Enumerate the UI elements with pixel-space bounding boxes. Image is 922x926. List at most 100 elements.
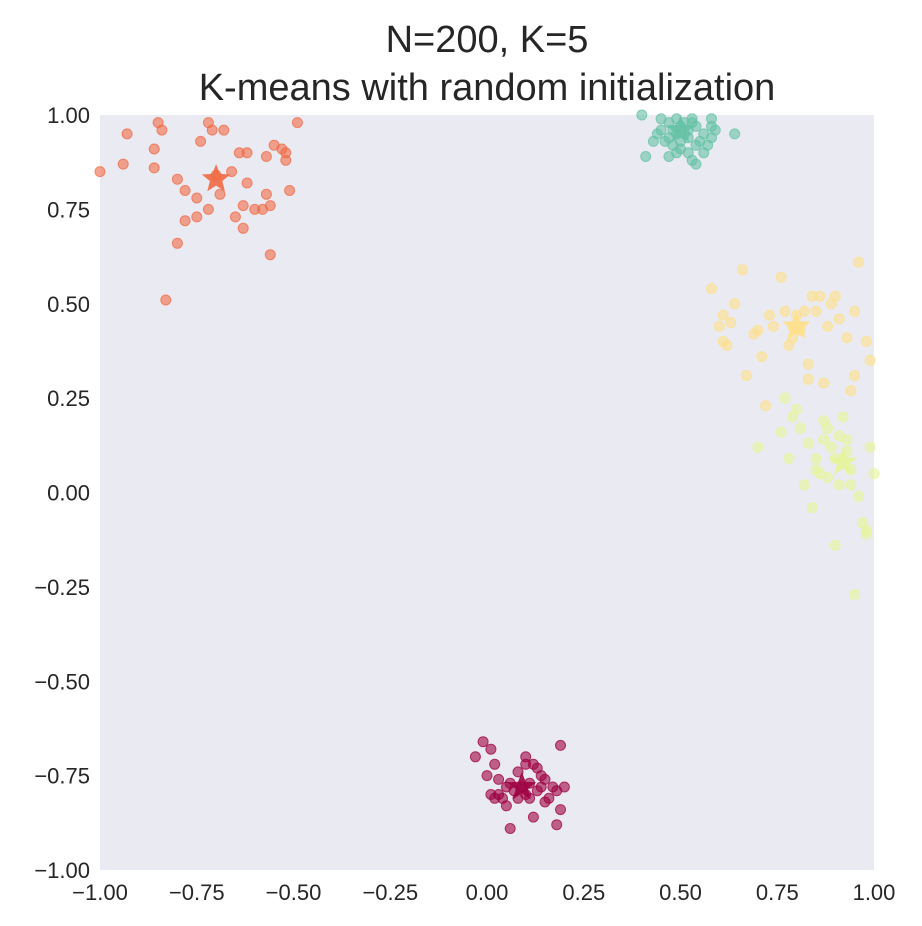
- data-point: [500, 800, 512, 812]
- data-point: [156, 124, 168, 136]
- x-tick-label: 0.50: [659, 880, 702, 905]
- centroids: [201, 115, 858, 800]
- data-point: [729, 128, 741, 140]
- data-point: [195, 135, 207, 147]
- data-point: [713, 320, 725, 332]
- data-point: [756, 351, 768, 363]
- data-point: [202, 203, 214, 215]
- data-point: [841, 332, 853, 344]
- data-point: [241, 147, 253, 159]
- data-point: [837, 411, 849, 423]
- data-point: [725, 317, 737, 329]
- data-point: [849, 588, 861, 600]
- data-point: [531, 785, 543, 797]
- data-point: [527, 811, 539, 823]
- data-point: [795, 422, 806, 434]
- data-point: [94, 166, 106, 178]
- centroid-star-marker: [666, 115, 695, 143]
- data-point: [260, 151, 272, 162]
- data-point: [764, 309, 775, 321]
- data-point: [775, 426, 787, 438]
- data-point: [698, 147, 710, 159]
- data-point: [241, 177, 253, 189]
- y-tick-label: 0.50: [47, 292, 90, 317]
- data-point: [191, 211, 203, 223]
- data-point: [833, 430, 845, 442]
- data-point: [121, 128, 133, 140]
- data-point: [264, 249, 276, 261]
- data-point: [284, 185, 296, 196]
- data-point: [740, 370, 752, 381]
- data-point: [171, 237, 183, 249]
- data-point: [117, 158, 129, 170]
- data-point: [640, 151, 652, 162]
- cluster-1: [94, 117, 303, 306]
- data-point: [752, 441, 764, 453]
- data-point: [469, 751, 481, 763]
- chart-title-line2: K-means with random initialization: [199, 67, 776, 109]
- centroid-star-marker: [201, 164, 231, 192]
- data-point: [802, 373, 814, 385]
- data-point: [171, 173, 183, 185]
- x-tick-label: 0.75: [756, 880, 799, 905]
- x-tick-label: −0.25: [362, 880, 418, 905]
- data-point: [717, 309, 729, 321]
- data-point: [226, 166, 238, 178]
- data-point: [845, 479, 857, 491]
- plot-area: [100, 115, 874, 870]
- data-point: [218, 124, 230, 136]
- data-point: [690, 139, 702, 151]
- data-points: [94, 109, 880, 834]
- data-point: [779, 305, 791, 317]
- data-point: [706, 132, 717, 144]
- data-point: [798, 305, 810, 317]
- data-point: [237, 200, 249, 212]
- data-point: [798, 479, 810, 491]
- data-point: [520, 758, 532, 770]
- data-point: [280, 154, 292, 166]
- data-point: [179, 215, 191, 227]
- x-tick-label: −1.00: [72, 880, 128, 905]
- data-point: [647, 135, 659, 147]
- data-point: [802, 358, 814, 370]
- y-tick-label: −1.00: [34, 858, 90, 883]
- data-point: [675, 143, 686, 155]
- data-point: [264, 200, 276, 212]
- data-point: [179, 185, 191, 196]
- data-point: [829, 290, 841, 302]
- data-point: [214, 188, 226, 200]
- centroid-star-marker: [828, 447, 858, 475]
- y-axis: 1.00 0.75 0.50 0.25 0.00 −0.25 −0.50 −0.75 −1.00: [34, 103, 90, 883]
- data-point: [736, 264, 748, 276]
- data-point: [148, 143, 160, 155]
- data-point: [485, 743, 497, 755]
- data-point: [500, 781, 512, 793]
- data-point: [818, 434, 830, 446]
- y-tick-label: −0.25: [34, 575, 90, 600]
- data-point: [535, 770, 547, 782]
- data-point: [206, 124, 218, 136]
- data-point: [729, 298, 741, 310]
- y-tick-label: 0.75: [47, 197, 90, 222]
- data-point: [818, 377, 830, 389]
- y-tick-label: 1.00: [47, 103, 90, 128]
- data-point: [802, 437, 814, 449]
- data-point: [229, 211, 241, 223]
- data-point: [706, 120, 717, 132]
- data-point: [860, 528, 872, 540]
- data-point: [810, 305, 822, 317]
- x-axis: −1.00 −0.75 −0.50 −0.25 0.00 0.25 0.50 0.75 1.00: [72, 880, 895, 905]
- y-tick-label: 0.00: [47, 481, 90, 506]
- x-tick-label: −0.50: [266, 880, 322, 905]
- data-point: [822, 320, 834, 332]
- data-point: [260, 188, 272, 200]
- data-point: [760, 400, 772, 412]
- x-tick-label: 0.25: [562, 880, 605, 905]
- y-tick-label: −0.50: [34, 669, 90, 694]
- data-point: [504, 823, 516, 834]
- data-point: [822, 471, 834, 483]
- x-tick-label: −0.75: [169, 880, 225, 905]
- data-point: [783, 453, 795, 464]
- data-point: [849, 370, 861, 381]
